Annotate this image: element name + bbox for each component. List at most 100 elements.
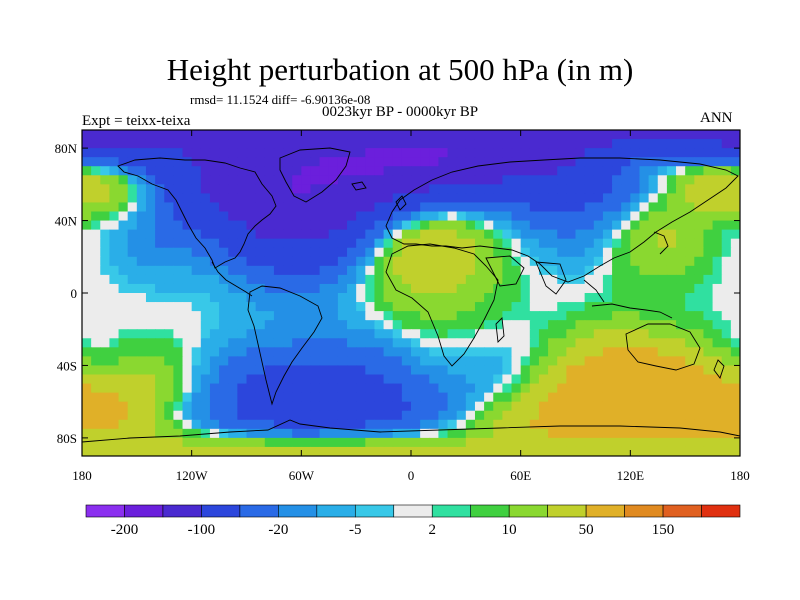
field-cell [392,148,403,158]
field-cell [447,274,458,285]
field-cell [438,437,449,448]
field-cell [356,392,366,403]
field-cell [383,265,394,276]
field-cell [584,238,595,249]
field-cell [557,256,567,267]
field-cell [538,419,549,430]
field-cell [666,293,677,303]
field-cell [566,274,577,285]
colorbar-swatch [201,504,241,518]
field-cell [465,410,476,421]
field-cell [602,428,613,439]
field-cell [283,356,293,367]
field-cell [145,383,156,394]
field-cell [310,419,321,430]
field-cell [136,283,147,294]
field-cell [347,220,357,231]
field-cell [657,329,668,339]
field-cell [155,202,165,213]
field-cell [191,374,202,385]
field-cell [164,410,174,421]
field-cell [365,392,376,403]
field-cell [429,157,440,167]
field-cell [575,175,586,185]
field-cell [310,383,321,394]
field-cell [392,356,403,367]
field-cell [630,311,641,321]
field-cell [237,428,248,439]
field-cell [676,238,686,249]
field-cell [191,428,202,439]
field-cell [109,329,120,339]
field-cell [429,247,440,258]
field-cell [694,428,705,439]
field-cell [91,437,101,448]
field-cell [465,329,476,339]
field-cell [484,229,494,240]
field-cell [155,166,165,176]
field-cell [493,428,503,439]
field-cell [621,193,631,204]
field-cell [411,338,421,348]
field-cell [328,401,339,412]
field-cell [429,211,440,222]
field-cell [730,410,740,421]
field-cell [118,401,129,412]
field-cell [319,202,330,213]
field-cell [319,365,330,376]
field-cell [392,184,403,194]
field-cell [621,293,631,303]
field-cell [484,166,494,176]
field-cell [319,383,330,394]
field-cell [145,347,156,357]
field-cell [484,311,494,321]
field-cell [237,265,248,276]
field-cell [273,130,284,140]
field-cell [538,283,549,294]
field-cell [255,419,266,430]
field-cell [703,139,714,149]
field-cell [283,283,293,294]
field-cell [228,329,238,339]
field-cell [264,437,275,448]
field-cell [136,401,147,412]
field-cell [447,220,458,231]
field-cell [666,184,677,194]
field-cell [676,446,686,456]
field-cell [374,202,385,213]
field-cell [456,365,467,376]
field-cell [685,229,695,240]
field-cell [100,419,111,430]
field-cell [383,410,394,421]
field-cell [584,184,595,194]
field-cell [648,202,659,213]
field-cell [484,265,494,276]
field-cell [666,401,677,412]
field-cell [200,320,211,330]
field-cell [447,130,458,140]
field-cell [173,157,184,167]
field-cell [401,202,412,213]
field-cell [703,419,714,430]
field-cell [612,383,622,394]
field-cell [82,256,92,267]
field-cell [127,283,138,294]
field-cell [429,383,440,394]
field-cell [246,293,257,303]
field-cell [712,338,723,348]
field-cell [292,383,302,394]
field-cell [374,211,385,222]
field-cell [401,256,412,267]
field-cell [209,329,220,339]
field-cell [209,220,220,231]
field-cell [100,365,111,376]
field-cell [685,329,695,339]
field-cell [100,193,111,204]
field-cell [484,139,494,149]
field-cell [712,166,723,176]
field-cell [383,347,394,357]
field-cell [374,139,385,149]
field-cell [118,247,129,258]
field-cell [602,175,613,185]
